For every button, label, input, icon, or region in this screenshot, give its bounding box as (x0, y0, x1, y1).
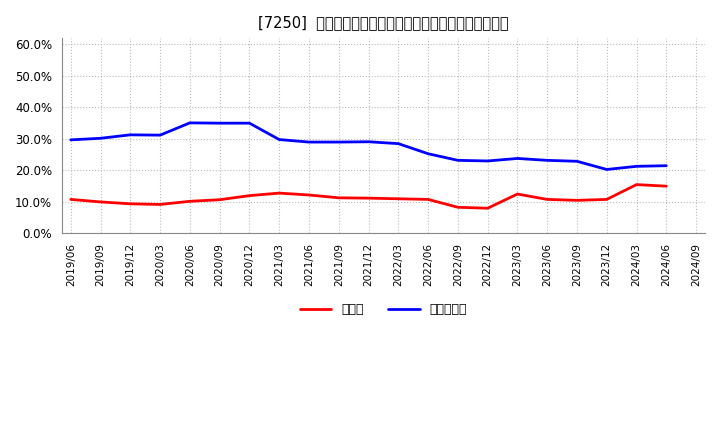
有利子負債 (126, 132, 135, 137)
有利子負債 (543, 158, 552, 163)
現頑金 (572, 198, 581, 203)
Line: 有利子負債: 有利子負債 (71, 123, 666, 169)
有利子負債 (424, 151, 433, 156)
Legend: 現頑金, 有利子負債: 現頑金, 有利子負債 (294, 298, 472, 321)
有利子負債 (662, 163, 670, 169)
現頑金 (632, 182, 641, 187)
現頑金 (215, 197, 224, 202)
現頑金 (126, 201, 135, 206)
有利子負債 (275, 137, 284, 142)
Line: 現頑金: 現頑金 (71, 185, 666, 208)
有利子負債 (305, 139, 313, 145)
現頑金 (603, 197, 611, 202)
有利子負債 (394, 141, 402, 146)
現頑金 (454, 205, 462, 210)
有利子負債 (215, 121, 224, 126)
現頑金 (245, 193, 253, 198)
有利子負債 (632, 164, 641, 169)
有利子負債 (96, 136, 105, 141)
現頑金 (335, 195, 343, 201)
現頑金 (513, 191, 522, 197)
有利子負債 (335, 139, 343, 145)
現頑金 (483, 205, 492, 211)
有利子負債 (245, 121, 253, 126)
現頑金 (156, 202, 164, 207)
現頑金 (543, 197, 552, 202)
有利子負債 (603, 167, 611, 172)
現頑金 (275, 191, 284, 196)
現頑金 (662, 183, 670, 189)
現頑金 (96, 199, 105, 205)
現頑金 (186, 198, 194, 204)
現頑金 (394, 196, 402, 202)
現頑金 (364, 195, 373, 201)
有利子負債 (454, 158, 462, 163)
Title: [7250]  現預金、有利子負債の総資産に対する比率の推移: [7250] 現預金、有利子負債の総資産に対する比率の推移 (258, 15, 509, 30)
現頑金 (424, 197, 433, 202)
有利子負債 (186, 120, 194, 125)
有利子負債 (483, 158, 492, 164)
現頑金 (66, 197, 75, 202)
現頑金 (305, 192, 313, 198)
有利子負債 (572, 159, 581, 164)
有利子負債 (364, 139, 373, 144)
有利子負債 (156, 132, 164, 138)
有利子負債 (513, 156, 522, 161)
有利子負債 (66, 137, 75, 143)
